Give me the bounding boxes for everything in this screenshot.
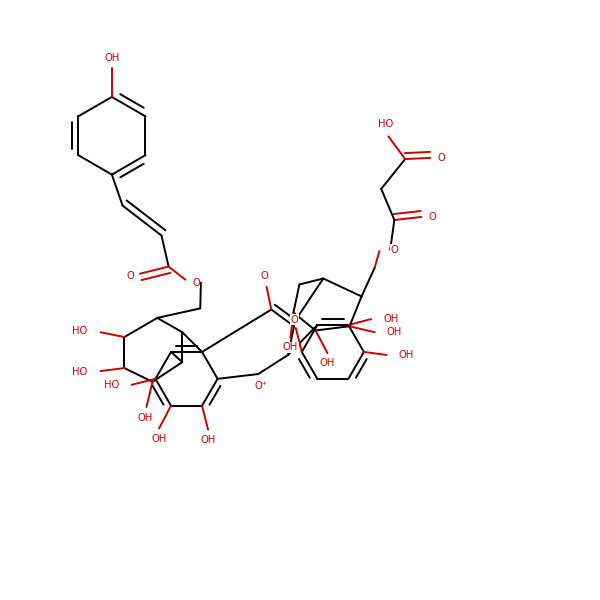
Text: O: O [291, 315, 298, 325]
Text: HO: HO [378, 119, 393, 130]
Text: O: O [390, 245, 398, 255]
Text: OH: OH [200, 435, 215, 445]
Text: OH: OH [151, 434, 167, 443]
Text: HO: HO [72, 326, 88, 336]
Text: O: O [260, 271, 268, 281]
Text: OH: OH [398, 350, 414, 360]
Text: HO: HO [104, 380, 119, 390]
Text: O: O [437, 153, 445, 163]
Text: OH: OH [383, 314, 398, 324]
Text: O: O [127, 271, 134, 281]
Text: O⁺: O⁺ [254, 381, 268, 391]
Text: OH: OH [283, 342, 298, 352]
Text: O: O [192, 278, 200, 287]
Text: OH: OH [137, 413, 153, 422]
Text: HO: HO [72, 367, 88, 377]
Text: OH: OH [386, 327, 402, 337]
Text: OH: OH [320, 358, 335, 368]
Text: O: O [428, 212, 436, 222]
Text: OH: OH [104, 53, 119, 62]
